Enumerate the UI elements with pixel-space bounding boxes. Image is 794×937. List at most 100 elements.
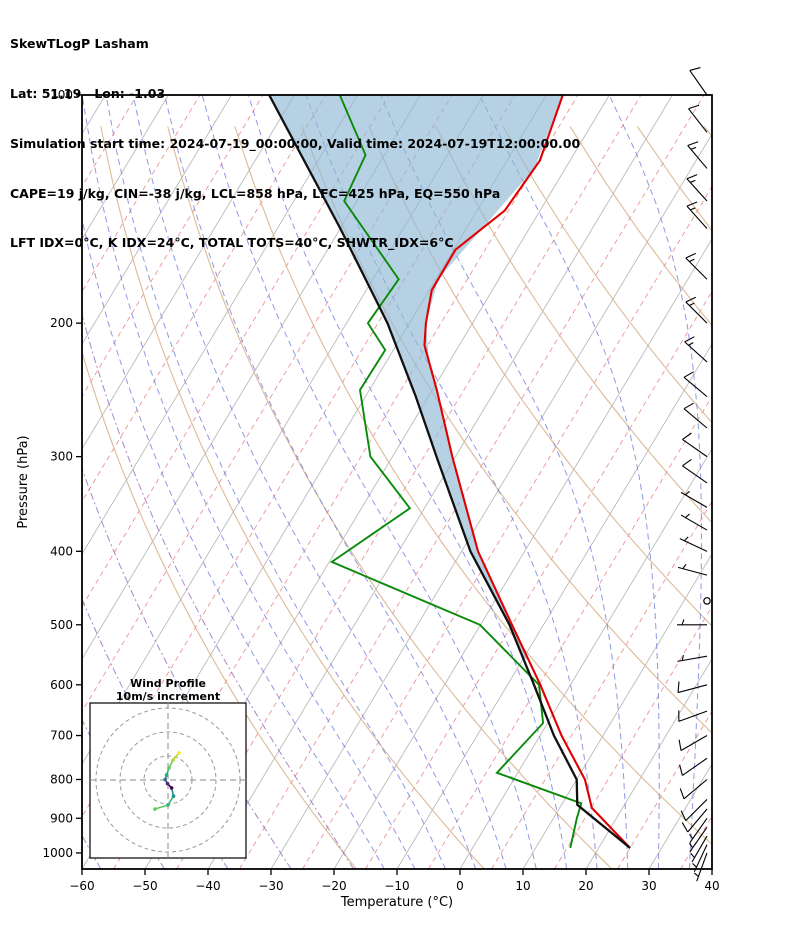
hodograph-title: Wind Profile xyxy=(130,677,206,690)
moist-adiabat-line xyxy=(479,95,660,869)
dry-adiabat-line xyxy=(234,126,712,845)
wind-barb xyxy=(678,735,708,752)
isotherm-line xyxy=(270,133,712,869)
wind-barb xyxy=(687,141,708,169)
hodograph-trace-point xyxy=(171,758,175,762)
y-tick-label: 300 xyxy=(50,450,73,464)
x-tick-label: −30 xyxy=(258,879,283,893)
dry-adiabat-line xyxy=(636,126,712,232)
dry-adiabat-line xyxy=(502,126,712,424)
x-tick-label: −60 xyxy=(69,879,94,893)
isotherm-line xyxy=(207,95,673,869)
wind-barb-column xyxy=(677,67,711,882)
hodograph-trace-point xyxy=(171,794,176,798)
moist-adiabat-cold-line xyxy=(82,312,354,869)
moist-adiabat-line xyxy=(164,95,507,869)
x-tick-label: 10 xyxy=(515,879,530,893)
hodograph-trace-point xyxy=(153,807,157,811)
parcel-line xyxy=(268,95,631,849)
isotherm-line xyxy=(648,763,712,869)
dry-adiabat-line xyxy=(435,126,712,524)
isotherm-line xyxy=(333,238,712,869)
isotherm-line xyxy=(585,658,712,869)
hodograph-subtitle: 10m/s increment xyxy=(116,690,220,703)
isotherm-line xyxy=(459,448,712,869)
dry-adiabat-line xyxy=(569,126,712,327)
axis-ticks: −60 −50 −40 −30 −20 −10 0 10 20 30 40 100 200 300 400 5… xyxy=(42,88,719,893)
hodograph-ring xyxy=(95,707,241,853)
chart-title: SkewTLogP Lasham xyxy=(10,36,149,52)
hodograph-trace-point xyxy=(169,786,174,790)
x-tick-label: 30 xyxy=(641,879,656,893)
isotherm-minor-line xyxy=(176,95,642,869)
wind-barb xyxy=(684,336,708,363)
chart-indices-2: LFT IDX=0°C, K IDX=24°C, TOTAL TOTS=40°C… xyxy=(10,235,454,251)
isotherm-minor-line xyxy=(365,290,712,869)
wind-barb xyxy=(679,757,708,776)
chart-indices-1: CAPE=19 j/kg, CIN=-38 j/kg, LCL=858 hPa,… xyxy=(10,185,501,201)
moist-adiabat-line xyxy=(105,95,446,869)
wind-barb xyxy=(686,174,708,202)
y-tick-label: 200 xyxy=(50,316,73,330)
wind-barb xyxy=(689,67,708,96)
hodograph-trace-point xyxy=(167,766,171,770)
negative-buoyancy-shading xyxy=(269,95,563,660)
hodograph-trace-point xyxy=(177,751,181,755)
y-tick-label: 900 xyxy=(50,811,73,825)
y-tick-label: 700 xyxy=(50,729,73,743)
background-gridlines xyxy=(82,95,712,869)
y-tick-label: 500 xyxy=(50,618,73,632)
wind-barb xyxy=(680,799,708,822)
wind-barb xyxy=(680,513,708,531)
wind-barb xyxy=(680,490,708,508)
isotherm-line xyxy=(522,553,712,869)
x-tick-label: 0 xyxy=(456,879,464,893)
sounding-profiles xyxy=(268,95,631,849)
hodograph-trace-point xyxy=(165,781,170,786)
wind-barb xyxy=(682,432,708,458)
isotherm-line xyxy=(82,95,232,345)
y-tick-label: 400 xyxy=(50,544,73,558)
x-tick-label: −50 xyxy=(132,879,157,893)
chart-header: SkewTLogP Lasham Lat: 51.19 Lon: -1.03 S… xyxy=(10,3,580,285)
wind-barb xyxy=(677,563,708,576)
dry-adiabat-line xyxy=(703,126,712,138)
wind-barb xyxy=(692,844,708,873)
dry-adiabat-line xyxy=(82,350,357,869)
moist-adiabat-line xyxy=(380,95,629,869)
moist-adiabat-line xyxy=(132,95,477,869)
y-tick-label: 1000 xyxy=(42,846,73,860)
chart-times: Simulation start time: 2024-07-19_00:00:… xyxy=(10,135,581,151)
wind-barb xyxy=(679,536,708,552)
moist-adiabat-line xyxy=(305,95,598,869)
y-tick-label: 100 xyxy=(50,88,73,102)
wind-barb xyxy=(683,402,708,429)
hodograph-trace-segment xyxy=(154,804,169,810)
y-tick-label: 600 xyxy=(50,678,73,692)
wind-barb xyxy=(677,619,707,626)
wind-barb xyxy=(689,817,708,844)
wind-barb xyxy=(685,252,708,280)
x-tick-label: 20 xyxy=(578,879,593,893)
wind-barb xyxy=(683,371,708,398)
wind-barb xyxy=(682,459,708,484)
isotherm-line xyxy=(82,95,295,450)
dry-adiabat-line xyxy=(368,126,712,627)
isotherm-minor-line xyxy=(82,95,390,608)
isotherm-minor-line xyxy=(239,95,705,869)
x-tick-label: −40 xyxy=(195,879,220,893)
moist-adiabat-line xyxy=(201,95,537,869)
wind-barb xyxy=(678,710,708,722)
hodograph-inset: Wind Profile 10m/s increment xyxy=(89,677,247,859)
wind-barb xyxy=(679,779,708,800)
chart-location: Lat: 51.19 Lon: -1.03 xyxy=(10,85,166,101)
hodograph-trace-point xyxy=(163,777,167,782)
x-axis-label: Temperature (°C) xyxy=(340,895,453,910)
moist-adiabat-line xyxy=(82,216,385,869)
wind-barb xyxy=(685,296,708,324)
y-axis-label: Pressure (hPa) xyxy=(16,435,31,528)
isotherm-line xyxy=(82,95,169,240)
dry-adiabat-line xyxy=(301,126,712,734)
isotherm-line xyxy=(82,95,358,555)
isotherm-line xyxy=(711,868,712,869)
